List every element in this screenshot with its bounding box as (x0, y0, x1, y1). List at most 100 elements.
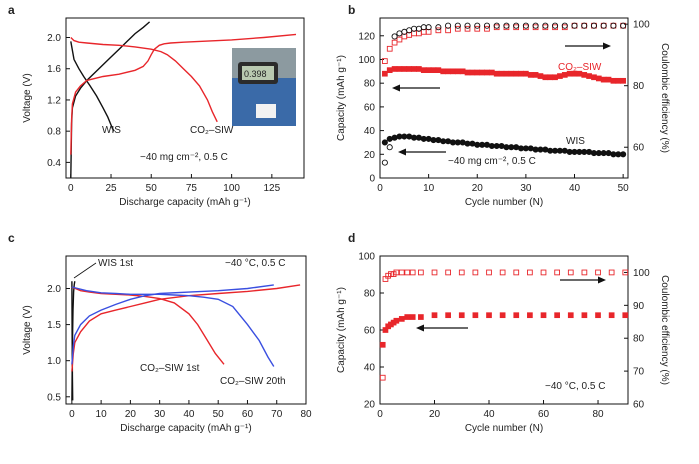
y-axis-label: Voltage (V) (22, 73, 33, 122)
data-point (581, 72, 588, 78)
data-point (499, 312, 506, 319)
data-point (571, 22, 578, 29)
y-right-axis-label: Coulombic efficiency (%) (659, 275, 670, 385)
data-point (540, 312, 547, 319)
data-point (542, 74, 549, 81)
annotation-d: −40 °C, 0.5 C (545, 381, 605, 392)
panel-label-d: d (348, 231, 355, 245)
plot-frame-c (65, 255, 307, 405)
x-axis-label: Cycle number (N) (465, 197, 543, 208)
x-tick-label: 125 (263, 183, 280, 194)
label-wis-b: WIS (566, 136, 585, 147)
y-tick-label: 20 (364, 400, 376, 411)
data-point (391, 66, 398, 72)
data-point (542, 146, 549, 153)
panel-c: 0 10 20 30 40 50 60 70 80 0.5 1.0 1.5 2.0 Discharge c… (22, 255, 312, 434)
data-point (561, 147, 568, 154)
data-point (396, 66, 403, 72)
data-point (393, 269, 400, 276)
data-point (518, 70, 524, 77)
x-tick-label: 10 (96, 409, 108, 420)
data-point (615, 77, 622, 84)
data-point (479, 69, 485, 76)
panel-b: 0 10 20 30 40 50 0 20 40 60 80 100 120 60 80 100 Cycle n… (336, 17, 670, 208)
data-point (391, 33, 398, 40)
y-right-tick-label: 70 (633, 367, 645, 378)
x-axis-label: Discharge capacity (mAh g⁻¹) (119, 197, 250, 208)
data-point (416, 66, 422, 72)
y-right-tick-label: 100 (633, 20, 650, 31)
x-tick-label: 30 (154, 409, 166, 420)
data-point (499, 269, 506, 276)
y-right-tick-label: 80 (633, 81, 645, 92)
inset-display: 0.398 (244, 69, 267, 79)
y-tick-label: 100 (358, 55, 375, 66)
data-point (450, 68, 456, 75)
x-tick-label: 70 (271, 409, 283, 420)
data-point (591, 74, 597, 81)
data-point (527, 72, 534, 78)
data-point (567, 269, 574, 276)
label-wis-a: WIS (102, 125, 121, 136)
data-point (472, 312, 479, 319)
x-tick-label: 100 (223, 183, 240, 194)
data-point (508, 70, 515, 77)
label-co2siw20th-c: CO₂–SIW 20th (220, 376, 286, 387)
data-point (440, 68, 447, 75)
label-wis1st-c: WIS 1st (98, 258, 133, 269)
data-point (381, 139, 388, 146)
y-tick-label: 1.2 (47, 95, 61, 106)
data-point (610, 77, 617, 84)
y-tick-label: 80 (364, 289, 376, 300)
data-point (445, 22, 452, 29)
x-axis-label: Discharge capacity (mAh g⁻¹) (120, 423, 251, 434)
data-point (503, 70, 510, 77)
y-tick-label: 0.5 (47, 392, 61, 403)
y-tick-label: 0.8 (47, 127, 61, 138)
data-point (557, 73, 563, 79)
data-point (420, 67, 427, 73)
data-point (595, 312, 601, 319)
y-tick-label: 100 (358, 252, 375, 263)
data-point (554, 312, 560, 319)
data-point (484, 69, 490, 76)
data-point (527, 269, 533, 276)
y-tick-label: 2.0 (47, 33, 61, 44)
data-point (464, 69, 471, 76)
data-point (532, 72, 539, 78)
data-point (386, 144, 393, 151)
y-right-tick-label: 100 (633, 268, 650, 279)
data-point (386, 67, 393, 73)
y-tick-label: 120 (358, 31, 375, 42)
y-tick-label: 20 (364, 150, 376, 161)
y-tick-label: 1.0 (47, 356, 61, 367)
data-point (418, 269, 424, 276)
pointer-wis-c (73, 262, 97, 279)
x-tick-label: 80 (300, 409, 312, 420)
data-point (484, 25, 490, 32)
data-point (406, 133, 413, 140)
data-point (513, 144, 520, 151)
data-point (513, 22, 520, 29)
y-axis-label: Voltage (V) (22, 305, 33, 354)
data-point (608, 269, 615, 276)
data-point (600, 22, 607, 29)
photo-inset: 0.398 (232, 48, 296, 126)
data-point (404, 314, 411, 320)
data-point (445, 68, 451, 75)
arrow-right-b (565, 42, 611, 50)
data-point (386, 135, 393, 142)
data-point (488, 69, 495, 76)
data-point (605, 150, 612, 157)
x-tick-label: 20 (472, 183, 484, 194)
data-point (406, 66, 413, 72)
data-point (532, 22, 539, 29)
annotation-b: −40 mg cm⁻², 0.5 C (448, 156, 536, 167)
y-right-tick-label: 60 (633, 143, 645, 154)
y-right-axis-label: Coulombic efficiency (%) (659, 43, 670, 153)
data-point (581, 312, 588, 319)
series-line-co2-siw-20th-discharge (71, 286, 275, 367)
data-point (469, 69, 476, 76)
data-point (561, 22, 568, 29)
